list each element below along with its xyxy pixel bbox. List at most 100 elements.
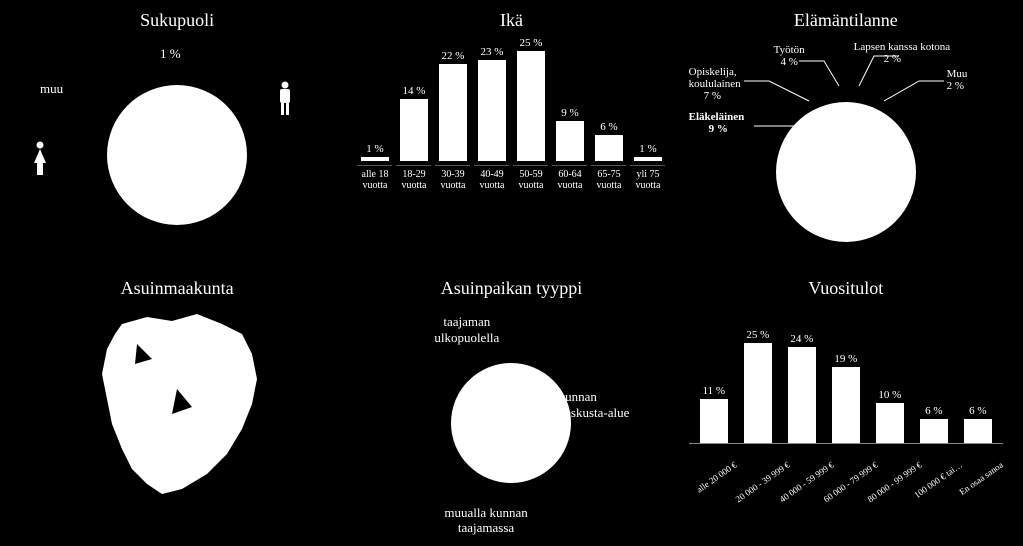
income-bar-value: 11 % xyxy=(703,385,726,397)
label-right-text: kunnankeskusta-alue xyxy=(559,389,630,420)
callout-elakelainen-pct: 9 % xyxy=(709,123,728,135)
income-bar-col: 11 % xyxy=(694,385,734,443)
income-bar-value: 24 % xyxy=(790,333,813,345)
income-bar-col: 6 % xyxy=(914,405,954,443)
income-bar-col: 25 % xyxy=(738,329,778,443)
callout-muu: Muu 2 % xyxy=(947,68,968,92)
age-bar-col: 14 % 18-29vuotta xyxy=(396,85,431,191)
income-bar-label-col: En osaa sanoa xyxy=(958,448,998,508)
age-bar-category: 18-29vuotta xyxy=(396,165,431,191)
callout-opiskelija-label1: Opiskelija, xyxy=(689,66,737,78)
income-bar-value: 25 % xyxy=(746,329,769,341)
callout-lapsen-pct: 2 % xyxy=(884,53,901,65)
label-muu: muu xyxy=(40,81,63,97)
age-bar-rect xyxy=(439,64,467,161)
age-bar-value: 9 % xyxy=(561,107,578,119)
age-bar-value: 25 % xyxy=(520,37,543,49)
age-bar-category: 65-75vuotta xyxy=(591,165,626,191)
income-bar-col: 6 % xyxy=(958,405,998,443)
title-age: Ikä xyxy=(500,10,523,31)
callout-opiskelija-label2: koululainen xyxy=(689,78,741,90)
region-map xyxy=(77,309,277,509)
label-bottom-text: muualla kunnantaajamassa xyxy=(444,505,527,536)
label-right: kunnankeskusta-alue xyxy=(559,389,659,420)
age-bar-category: 30-39vuotta xyxy=(435,165,470,191)
age-bar-col: 1 % alle 18vuotta xyxy=(357,143,392,191)
income-bar-label-col: 100 000 € tai… xyxy=(914,448,954,508)
panel-age: Ikä 1 % alle 18vuotta 14 % 18-29vuotta 22 % 3… xyxy=(354,10,668,268)
income-bar-col: 19 % xyxy=(826,353,866,443)
callout-tyoton-label: Työtön xyxy=(774,44,805,56)
age-bar-col: 1 % yli 75vuotta xyxy=(630,143,665,191)
income-labels-row: alle 20 000 €20 000 - 39 999 €40 000 - 5… xyxy=(689,448,1003,508)
callout-elakelainen-label: Eläkeläinen xyxy=(689,111,745,123)
income-bar-category: alle 20 000 € xyxy=(694,458,740,495)
income-bar-value: 19 % xyxy=(834,353,857,365)
panel-gender: Sukupuoli muu 1 % xyxy=(20,10,334,268)
situation-pie-wrapper: Työtön 4 % Lapsen kanssa kotona 2 % Muu … xyxy=(689,46,1003,268)
title-situation: Elämäntilanne xyxy=(794,10,898,31)
callout-tyoton-pct: 4 % xyxy=(780,56,797,68)
age-bar-category: 40-49vuotta xyxy=(474,165,509,191)
age-bar-col: 25 % 50-59vuotta xyxy=(513,37,548,191)
income-bar-label-col: 20 000 - 39 999 € xyxy=(738,448,778,508)
callout-opiskelija-pct: 7 % xyxy=(704,90,721,102)
age-bar-rect xyxy=(400,99,428,161)
label-muu-pct: 1 % xyxy=(160,46,181,62)
title-placetype: Asuinpaikan tyyppi xyxy=(441,278,583,299)
callout-elakelainen: Eläkeläinen 9 % xyxy=(689,111,745,135)
female-icon xyxy=(30,141,50,183)
title-region: Asuinmaakunta xyxy=(121,278,234,299)
income-bar-rect xyxy=(700,399,728,443)
age-bar-rect xyxy=(556,121,584,161)
age-bar-value: 1 % xyxy=(366,143,383,155)
age-bar-rect xyxy=(478,60,506,161)
age-bar-value: 1 % xyxy=(639,143,656,155)
age-bar-rect xyxy=(634,157,662,161)
income-bar-value: 10 % xyxy=(878,389,901,401)
title-gender: Sukupuoli xyxy=(140,10,214,31)
age-bar-col: 6 % 65-75vuotta xyxy=(591,121,626,191)
panel-income: Vuositulot 11 % 25 % 24 % 19 % 10 % 6 % 6 % al… xyxy=(689,278,1003,536)
panel-region: Asuinmaakunta xyxy=(20,278,334,536)
income-bar-rect xyxy=(876,403,904,443)
income-bar-label-col: 60 000 - 79 999 € xyxy=(826,448,866,508)
label-top-text: taajamanulkopuolella xyxy=(434,314,499,345)
age-bar-value: 6 % xyxy=(600,121,617,133)
income-bar-label-col: 80 000 - 99 999 € xyxy=(870,448,910,508)
age-bar-col: 9 %60-64vuotta xyxy=(552,107,587,191)
income-bar-chart: 11 %25 %24 %19 %10 %6 %6 % xyxy=(689,334,1003,444)
callout-opiskelija: Opiskelija, koululainen 7 % xyxy=(689,66,741,102)
age-bar-value: 22 % xyxy=(442,50,465,62)
age-bar-value: 23 % xyxy=(481,46,504,58)
label-top: taajamanulkopuolella xyxy=(434,314,499,345)
income-bar-label-col: alle 20 000 € xyxy=(694,448,734,508)
callout-muu-label: Muu xyxy=(947,68,968,80)
title-income: Vuositulot xyxy=(808,278,883,299)
age-bar-col: 23 % 40-49vuotta xyxy=(474,46,509,191)
age-bar-col: 22 % 30-39vuotta xyxy=(435,50,470,191)
income-bar-value: 6 % xyxy=(925,405,942,417)
income-bar-col: 10 % xyxy=(870,389,910,443)
age-bar-chart: 1 %alle 18vuotta14 %18-29vuotta22 %30-39… xyxy=(354,61,668,191)
placetype-pie xyxy=(451,363,571,483)
income-bar-label-col: 40 000 - 59 999 € xyxy=(782,448,822,508)
age-bar-rect xyxy=(361,157,389,161)
income-bar-category: En osaa sanoa xyxy=(957,458,1006,498)
age-bar-category: alle 18vuotta xyxy=(357,165,392,191)
panel-situation: Elämäntilanne Työtön 4 % Lapsen kanssa k… xyxy=(689,10,1003,268)
income-bar-col: 24 % xyxy=(782,333,822,443)
male-icon xyxy=(276,81,294,123)
age-bar-category: yli 75vuotta xyxy=(630,165,665,191)
income-bar-rect xyxy=(832,367,860,443)
income-bar-rect xyxy=(744,343,772,443)
panel-placetype: Asuinpaikan tyyppi taajamanulkopuolella … xyxy=(354,278,668,536)
age-bar-category: 50-59vuotta xyxy=(513,165,548,191)
age-bar-rect xyxy=(517,51,545,161)
callout-tyoton: Työtön 4 % xyxy=(774,44,805,68)
callout-lapsen: Lapsen kanssa kotona 2 % xyxy=(854,41,951,65)
placetype-pie-wrapper: taajamanulkopuolella kunnankeskusta-alue… xyxy=(354,309,668,536)
age-bar-value: 14 % xyxy=(403,85,426,97)
income-bar-rect xyxy=(964,419,992,443)
gender-pie xyxy=(107,85,247,225)
